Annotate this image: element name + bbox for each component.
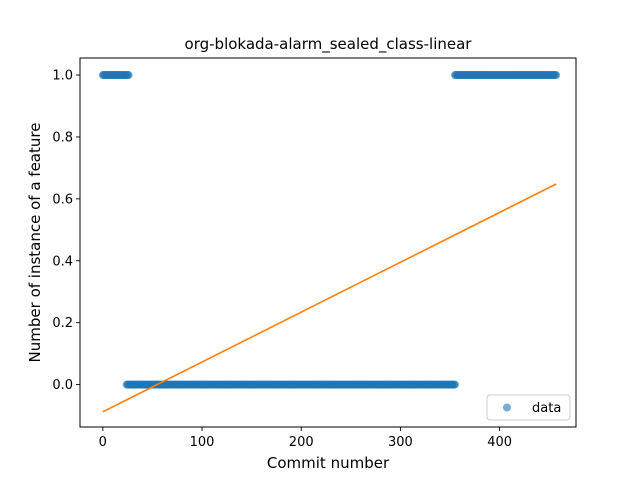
- x-axis-label: Commit number: [267, 454, 390, 472]
- y-tick-label: 0.6: [52, 192, 73, 207]
- y-axis-label: Number of instance of a feature: [26, 123, 44, 363]
- legend: data: [486, 394, 571, 421]
- trend-line-group: [102, 183, 557, 413]
- data-point: [552, 71, 561, 80]
- data-points: [98, 71, 561, 389]
- data-point: [450, 380, 459, 389]
- trend-line: [102, 183, 557, 413]
- y-tick-label: 0.0: [52, 378, 73, 393]
- y-tick-label: 1.0: [52, 69, 73, 84]
- x-axis: 0 100 200 300 400: [99, 427, 512, 450]
- data-point: [124, 71, 133, 80]
- chart-title: org-blokada-alarm_sealed_class-linear: [185, 35, 473, 54]
- x-tick-label: 0: [99, 435, 107, 450]
- legend-marker-data: [503, 403, 511, 412]
- x-tick-label: 100: [190, 435, 215, 450]
- x-tick-label: 400: [487, 435, 512, 450]
- y-axis: 0.0 0.2 0.4 0.6 0.8 1.0: [52, 69, 80, 393]
- y-tick-label: 0.8: [52, 130, 73, 145]
- plot-frame: [79, 57, 577, 428]
- y-tick-label: 0.4: [52, 254, 73, 269]
- legend-box: [486, 394, 571, 421]
- y-tick-label: 0.2: [52, 316, 73, 331]
- x-tick-label: 300: [388, 435, 413, 450]
- legend-label-data: data: [532, 401, 561, 416]
- x-tick-label: 200: [289, 435, 314, 450]
